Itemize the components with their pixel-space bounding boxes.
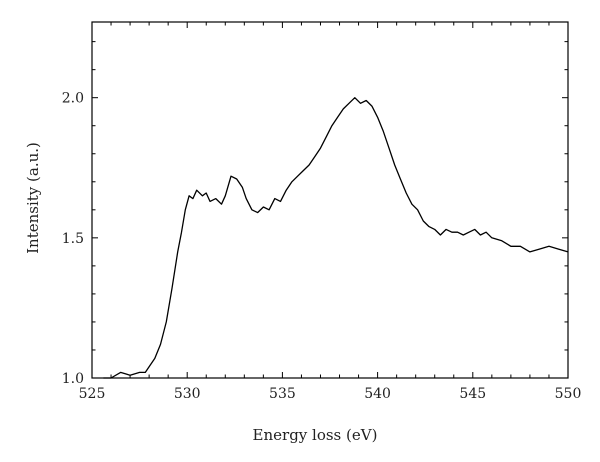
- y-tick-label: 1.0: [62, 371, 84, 387]
- x-tick-label: 525: [79, 386, 106, 402]
- x-tick-label: 545: [459, 386, 486, 402]
- y-axis: 1.0 1.5 2.0: [62, 41, 568, 387]
- plot-area: [91, 21, 569, 379]
- x-tick-label: 530: [174, 386, 201, 402]
- y-axis-title: Intensity (a.u.): [24, 142, 42, 254]
- y-tick-label: 1.5: [62, 231, 84, 247]
- plot-frame: [91, 21, 569, 379]
- x-tick-label: 535: [269, 386, 296, 402]
- x-tick-label: 550: [555, 386, 582, 402]
- y-tick-label: 2.0: [62, 91, 84, 107]
- x-tick-label: 540: [364, 386, 391, 402]
- spectrum-line: [103, 97, 569, 379]
- x-axis-title: Energy loss (eV): [253, 426, 378, 444]
- x-axis: 525 530 535 540 545 550: [79, 22, 582, 402]
